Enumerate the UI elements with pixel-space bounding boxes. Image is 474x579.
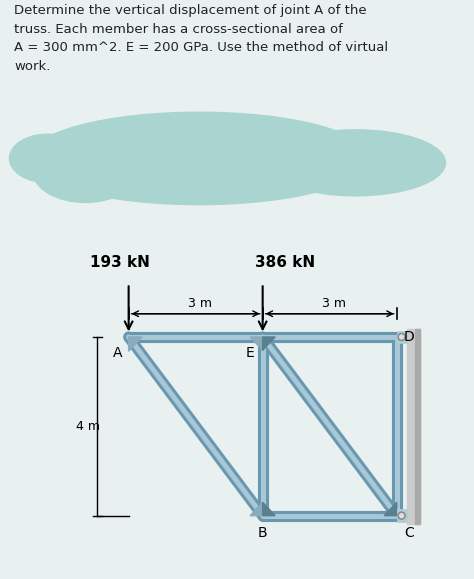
Text: C: C (404, 526, 414, 540)
Circle shape (400, 514, 404, 518)
Text: 193 kN: 193 kN (90, 255, 150, 270)
Ellipse shape (9, 134, 85, 182)
Ellipse shape (265, 130, 446, 196)
Circle shape (398, 512, 405, 519)
Bar (397, 510, 407, 522)
Text: B: B (258, 526, 267, 540)
Polygon shape (384, 502, 397, 516)
Bar (407, 329, 420, 524)
Polygon shape (250, 337, 263, 350)
Ellipse shape (28, 112, 370, 204)
Polygon shape (263, 337, 275, 350)
Text: 3 m: 3 m (188, 297, 212, 310)
Polygon shape (250, 502, 263, 516)
Text: D: D (404, 330, 415, 344)
Bar (397, 331, 407, 343)
Polygon shape (263, 502, 275, 516)
Polygon shape (128, 337, 142, 351)
Text: A: A (113, 346, 122, 360)
Bar (415, 329, 420, 524)
Text: 3 m: 3 m (322, 297, 346, 310)
Ellipse shape (33, 141, 137, 203)
Text: 386 kN: 386 kN (255, 255, 315, 270)
Text: E: E (246, 346, 255, 360)
Text: 4 m: 4 m (75, 420, 100, 433)
Ellipse shape (178, 121, 344, 165)
Circle shape (398, 334, 405, 340)
Text: Determine the vertical displacement of joint A of the
truss. Each member has a c: Determine the vertical displacement of j… (14, 5, 388, 73)
Circle shape (400, 335, 404, 339)
